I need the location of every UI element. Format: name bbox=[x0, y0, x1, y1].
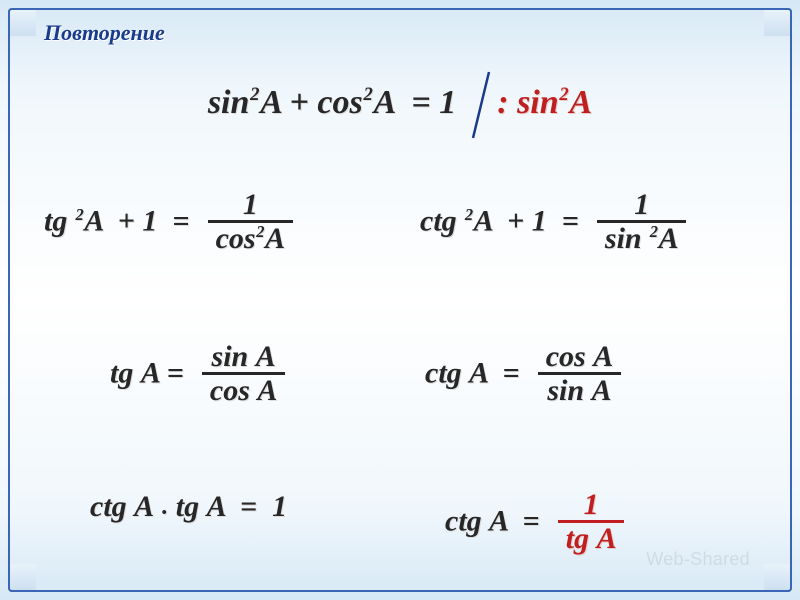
denominator: sin A bbox=[538, 372, 621, 410]
equals: = bbox=[562, 205, 579, 238]
cos-squared-exp: 2 bbox=[363, 84, 372, 105]
numerator: 1 bbox=[208, 190, 293, 220]
den-fn: cos bbox=[216, 222, 256, 255]
const-one: 1 bbox=[532, 205, 547, 238]
den-fn: sin bbox=[605, 222, 642, 255]
var-a: A bbox=[489, 505, 507, 538]
divide-fn: sin bbox=[517, 84, 559, 121]
ctg-tg-product: ctg A • tg A = 1 bbox=[90, 490, 287, 524]
var-a: A bbox=[260, 84, 281, 121]
tg-squared-identity: tg 2A + 1 = 1 cos2A bbox=[44, 190, 296, 258]
dot-multiply-icon: • bbox=[160, 505, 168, 521]
num-var: A bbox=[593, 340, 613, 373]
rhs-one: 1 bbox=[272, 490, 287, 523]
fn-tg: tg bbox=[110, 357, 133, 390]
ctg-squared-identity: ctg 2A + 1 = 1 sin 2A bbox=[420, 190, 690, 258]
equals: = bbox=[167, 357, 184, 390]
divide-var: A bbox=[569, 84, 592, 121]
denominator: tg A bbox=[558, 520, 624, 558]
den-var: A bbox=[597, 522, 617, 555]
tg-definition: tg A = sin A cos A bbox=[110, 342, 289, 410]
rhs-one: 1 bbox=[439, 84, 456, 121]
fn-ctg: ctg bbox=[445, 505, 482, 538]
fraction: 1 tg A bbox=[558, 490, 624, 558]
den-fn: cos bbox=[210, 374, 250, 407]
fn-tg: tg bbox=[176, 490, 199, 523]
num-fn: cos bbox=[546, 340, 586, 373]
fraction: sin A cos A bbox=[202, 342, 285, 410]
equals: = bbox=[172, 205, 189, 238]
plus-op: + bbox=[118, 205, 135, 238]
frame-corner-top-right bbox=[764, 8, 792, 36]
num-var: A bbox=[256, 340, 276, 373]
fn-ctg: ctg bbox=[425, 357, 462, 390]
numerator: 1 bbox=[558, 490, 624, 520]
fn-ctg: ctg bbox=[420, 205, 457, 238]
den-fn: tg bbox=[566, 522, 589, 555]
plus-op: + bbox=[290, 84, 309, 121]
numerator: 1 bbox=[597, 190, 686, 220]
pythagorean-identity: sin2A + cos2A = 1 : sin2A bbox=[0, 72, 800, 138]
ctg-definition: ctg A = cos A sin A bbox=[425, 342, 624, 410]
divide-exp: 2 bbox=[559, 84, 568, 105]
numerator: sin A bbox=[202, 342, 285, 372]
ctg-exp: 2 bbox=[465, 205, 473, 224]
num-fn: sin bbox=[212, 340, 249, 373]
plus-op: + bbox=[507, 205, 524, 238]
tg-exp: 2 bbox=[76, 205, 84, 224]
den-var: A bbox=[257, 374, 277, 407]
equals: = bbox=[240, 490, 257, 523]
const-one: 1 bbox=[142, 205, 157, 238]
equals: = bbox=[503, 357, 520, 390]
denominator: cos A bbox=[202, 372, 285, 410]
page-title: Повторение bbox=[44, 20, 165, 46]
frame-corner-top-left bbox=[8, 8, 36, 36]
den-exp: 2 bbox=[650, 222, 658, 241]
den-fn: sin bbox=[547, 374, 584, 407]
ctg-reciprocal: ctg A = 1 tg A bbox=[445, 490, 628, 558]
frame-corner-bottom-right bbox=[764, 564, 792, 592]
numerator: cos A bbox=[538, 342, 621, 372]
fraction: 1 cos2A bbox=[208, 190, 293, 258]
var-a: A bbox=[134, 490, 152, 523]
fn-ctg: ctg bbox=[90, 490, 127, 523]
den-var: A bbox=[265, 222, 285, 255]
denominator: sin 2A bbox=[597, 220, 686, 258]
den-exp: 2 bbox=[256, 222, 264, 241]
fn-sin: sin bbox=[208, 84, 250, 121]
den-var: A bbox=[659, 222, 679, 255]
sin-squared-exp: 2 bbox=[250, 84, 259, 105]
var-a: A bbox=[374, 84, 395, 121]
fn-cos: cos bbox=[317, 84, 362, 121]
var-a: A bbox=[207, 490, 225, 523]
var-a: A bbox=[84, 205, 102, 238]
var-a: A bbox=[474, 205, 492, 238]
var-a: A bbox=[141, 357, 159, 390]
divide-annotation: : sin2A bbox=[497, 84, 592, 121]
frame-corner-bottom-left bbox=[8, 564, 36, 592]
fraction: cos A sin A bbox=[538, 342, 621, 410]
denominator: cos2A bbox=[208, 220, 293, 258]
equals: = bbox=[523, 505, 540, 538]
fraction: 1 sin 2A bbox=[597, 190, 686, 258]
fn-tg: tg bbox=[44, 205, 67, 238]
den-var: A bbox=[592, 374, 612, 407]
var-a: A bbox=[469, 357, 487, 390]
divider-slash-icon bbox=[479, 72, 481, 138]
divide-colon: : bbox=[497, 84, 508, 121]
